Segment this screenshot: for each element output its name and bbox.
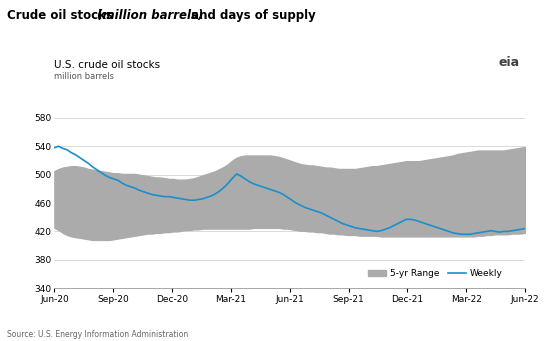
Text: Crude oil stocks: Crude oil stocks	[7, 9, 116, 21]
Text: (million barrels): (million barrels)	[97, 9, 203, 21]
Text: Source: U.S. Energy Information Administration: Source: U.S. Energy Information Administ…	[7, 330, 188, 339]
Text: eia: eia	[498, 56, 520, 69]
Text: and days of supply: and days of supply	[187, 9, 316, 21]
Legend: 5-yr Range, Weekly: 5-yr Range, Weekly	[364, 266, 506, 282]
Text: million barrels: million barrels	[54, 72, 114, 80]
Text: U.S. crude oil stocks: U.S. crude oil stocks	[54, 60, 160, 70]
